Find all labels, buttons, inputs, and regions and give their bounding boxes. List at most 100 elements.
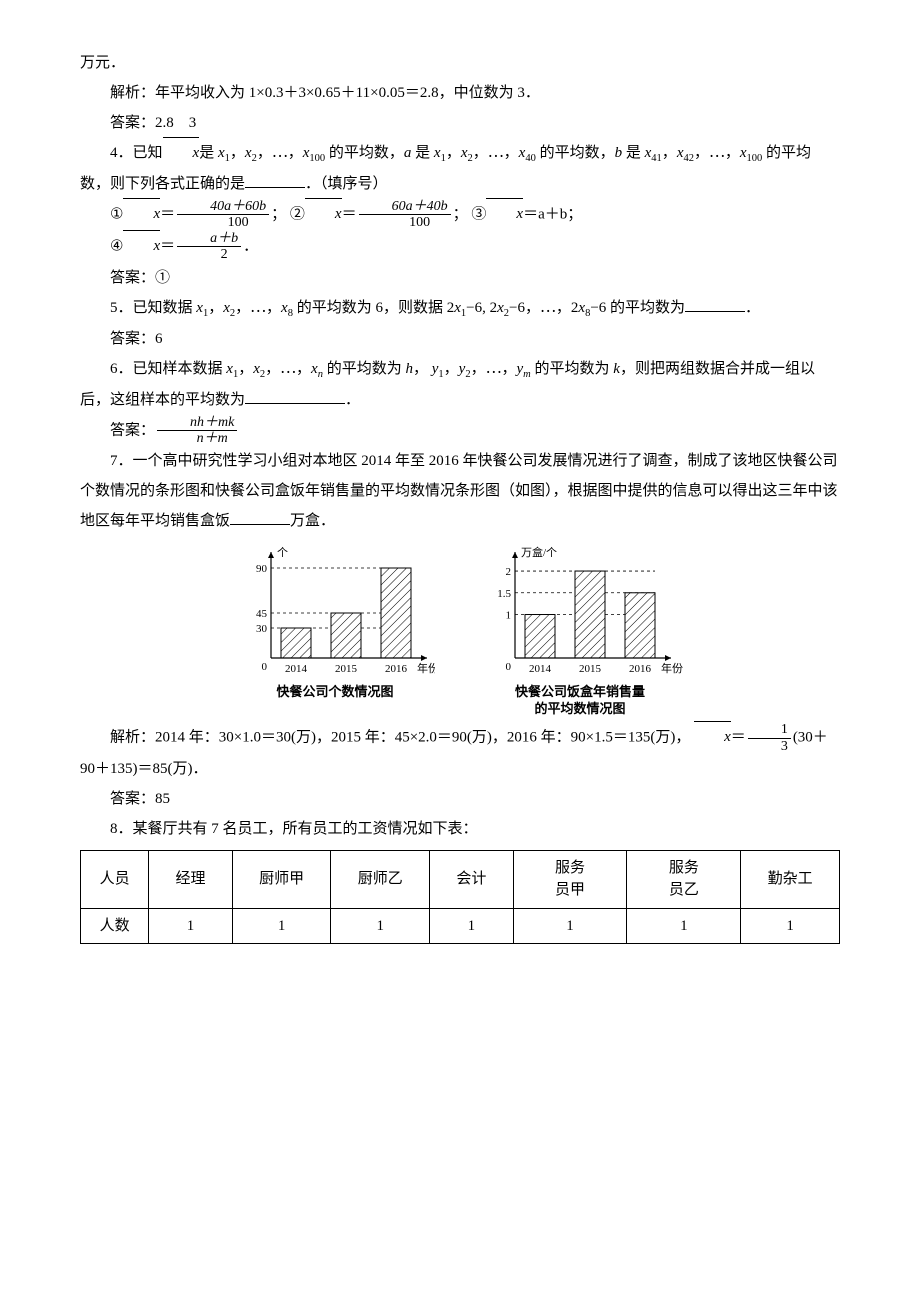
svg-text:2014: 2014 xyxy=(529,663,552,675)
q4-opt1-den: 100 xyxy=(177,215,269,230)
q4-num: 4． xyxy=(110,145,133,161)
q8-row-1: 人数1111111 xyxy=(81,908,840,944)
q8-stem-text: 某餐厅共有 7 名员工，所有员工的工资情况如下表： xyxy=(133,821,478,837)
q8-header-cell: 勤杂工 xyxy=(741,850,840,908)
q8-header-cell: 人员 xyxy=(81,850,149,908)
q3-analysis-text: 年平均收入为 1×0.3＋3×0.65＋11×0.05＝2.8，中位数为 3． xyxy=(155,85,540,101)
q7-stem-text: 一个高中研究性学习小组对本地区 2014 年至 2016 年快餐公司发展情况进行… xyxy=(80,453,838,529)
q3-tail: 万元． xyxy=(80,48,840,78)
q8-cell: 1 xyxy=(331,908,430,944)
q4-options: ①x＝40a＋60b100； ②x＝60a＋40b100； ③x＝a＋b； xyxy=(80,199,840,231)
q4-answer-val: ① xyxy=(155,270,170,286)
q4-opt2-num: 60a＋40b xyxy=(392,199,448,214)
q6-mid-a: 的平均数为 xyxy=(327,361,402,377)
svg-text:2016: 2016 xyxy=(629,663,652,675)
xbar-icon: x xyxy=(305,199,342,229)
q5-answer-label: 答案： xyxy=(110,331,155,347)
q5-num: 5． xyxy=(110,300,133,316)
q4-stem: 4．已知x是 x1，x2，⋯，x100 的平均数，a 是 x1，x2，⋯，x40… xyxy=(80,138,840,199)
q5-stem: 5．已知数据 x1，x2，⋯，x8 的平均数为 6，则数据 2x1−6, 2x2… xyxy=(80,293,840,324)
q4-opt1-pre: ① xyxy=(110,206,123,222)
q6-stem-a: 已知样本数据 xyxy=(133,361,223,377)
q8-row1-label: 人数 xyxy=(81,908,149,944)
q4-opt3-eq: ＝a＋b； xyxy=(523,206,582,222)
q5-stem-a: 已知数据 xyxy=(133,300,193,316)
q4-blank xyxy=(245,172,305,188)
q7-chart2: 11.52201420152016万盒/个年份0 xyxy=(475,544,685,684)
svg-text:2016: 2016 xyxy=(385,663,408,675)
q7-chart1-title: 快餐公司个数情况图 xyxy=(235,684,435,701)
q3-answer: 答案：2.8 3 xyxy=(80,108,840,138)
q8-header-cell: 厨师乙 xyxy=(331,850,430,908)
q6-h: h xyxy=(405,361,413,377)
q8-header-cell: 服务员甲 xyxy=(513,850,627,908)
q7-chart1-block: 304590201420152016个年份0 快餐公司个数情况图 xyxy=(235,544,435,718)
q8-header-cell: 经理 xyxy=(149,850,232,908)
q5-answer-val: 6 xyxy=(155,331,163,347)
q8-cell: 1 xyxy=(430,908,513,944)
q4-seq1: x xyxy=(218,145,225,161)
q4-opt4: ④x＝a＋b2． xyxy=(80,231,840,263)
q8-header-cell: 厨师甲 xyxy=(232,850,331,908)
q5-blank xyxy=(685,296,745,312)
q8-num: 8． xyxy=(110,821,133,837)
q7-unit: 万盒． xyxy=(290,513,335,529)
svg-text:30: 30 xyxy=(256,623,268,635)
q6-ans-num: nh＋mk xyxy=(190,415,234,430)
q8-cell: 1 xyxy=(741,908,840,944)
q8-header-cell: 服务员乙 xyxy=(627,850,741,908)
q8-cell: 1 xyxy=(149,908,232,944)
q6-answer-label: 答案： xyxy=(110,422,155,438)
q7-stem: 7．一个高中研究性学习小组对本地区 2014 年至 2016 年快餐公司发展情况… xyxy=(80,446,840,536)
q5-answer: 答案：6 xyxy=(80,324,840,354)
q4-text-c: 的平均数， xyxy=(329,145,404,161)
q5-stem-b: 的平均数为 6，则数据 xyxy=(297,300,443,316)
svg-text:2015: 2015 xyxy=(335,663,358,675)
q4-answer: 答案：① xyxy=(80,263,840,293)
svg-text:45: 45 xyxy=(256,608,268,620)
svg-text:90: 90 xyxy=(256,563,268,575)
q7-analysis: 解析：2014 年：30×1.0＝30(万)，2015 年：45×2.0＝90(… xyxy=(80,722,840,784)
xbar-icon: x xyxy=(694,722,731,752)
q4-opt2-den: 100 xyxy=(359,215,451,230)
q8-table: 人员经理厨师甲厨师乙会计服务员甲服务员乙勤杂工 人数1111111 xyxy=(80,850,840,945)
q7-analysis-label: 解析： xyxy=(110,729,155,745)
q4-text-b: 是 xyxy=(199,145,214,161)
q4-text-a: 已知 xyxy=(133,145,163,161)
q4-opt4-den: 2 xyxy=(177,247,241,262)
q3-analysis: 解析：年平均收入为 1×0.3＋3×0.65＋11×0.05＝2.8，中位数为 … xyxy=(80,78,840,108)
q7-calc-num: 1 xyxy=(748,722,791,738)
q7-num: 7． xyxy=(110,453,133,469)
q6-blank xyxy=(245,388,345,404)
q7-charts: 304590201420152016个年份0 快餐公司个数情况图 11.5220… xyxy=(80,544,840,718)
q7-chart2-title: 快餐公司饭盒年销售量的平均数情况图 xyxy=(475,684,685,718)
svg-text:2014: 2014 xyxy=(285,663,308,675)
q7-chart2-block: 11.52201420152016万盒/个年份0 快餐公司饭盒年销售量的平均数情… xyxy=(475,544,685,718)
q7-calc-den: 3 xyxy=(748,739,791,754)
q8-header-cell: 会计 xyxy=(430,850,513,908)
q4-answer-label: 答案： xyxy=(110,270,155,286)
q4-opt4-pre: ④ xyxy=(110,238,123,254)
q8-cell: 1 xyxy=(627,908,741,944)
q8-header-row: 人员经理厨师甲厨师乙会计服务员甲服务员乙勤杂工 xyxy=(81,850,840,908)
q4-hint: ．（填序号） xyxy=(305,176,388,192)
q8-cell: 1 xyxy=(232,908,331,944)
q4-opt4-num: a＋b xyxy=(210,231,238,246)
q7-analysis-a: 2014 年：30×1.0＝30(万)，2015 年：45×2.0＝90(万)，… xyxy=(155,729,690,745)
q6-k: k xyxy=(613,361,620,377)
q4-opt1-num: 40a＋60b xyxy=(210,199,266,214)
svg-text:2: 2 xyxy=(506,566,512,578)
svg-text:万盒/个: 万盒/个 xyxy=(521,545,557,559)
q8-stem: 8．某餐厅共有 7 名员工，所有员工的工资情况如下表： xyxy=(80,814,840,844)
q3-answer-label: 答案： xyxy=(110,115,155,131)
svg-text:年份: 年份 xyxy=(417,661,435,675)
svg-text:1: 1 xyxy=(506,610,512,622)
xbar-icon: x xyxy=(123,199,160,229)
q7-blank xyxy=(230,509,290,525)
q7-answer-label: 答案： xyxy=(110,791,155,807)
q4-opt3-pre: ③ xyxy=(471,206,486,222)
q6-stem: 6．已知样本数据 x1，x2，⋯，xn 的平均数为 h， y1，y2，⋯，ym … xyxy=(80,354,840,415)
xbar-icon: x xyxy=(486,199,523,229)
q4-opt2-pre: ② xyxy=(290,206,305,222)
xbar-icon: x xyxy=(123,231,160,261)
